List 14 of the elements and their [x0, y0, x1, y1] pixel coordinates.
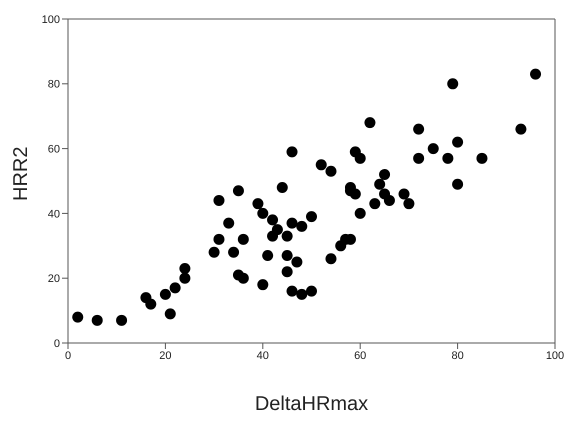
x-tick-label: 20 — [159, 350, 172, 362]
x-tick-label: 40 — [256, 350, 269, 362]
y-axis-title: HRR2 — [10, 146, 32, 201]
x-tick-label: 60 — [354, 350, 366, 362]
y-tick-label: 80 — [48, 78, 60, 91]
y-tick-label: 100 — [42, 14, 60, 26]
x-axis-title: DeltaHRmax — [254, 393, 368, 415]
y-tick-label: 60 — [48, 144, 60, 156]
y-tick-label: 40 — [48, 208, 60, 220]
x-tick-label: 100 — [546, 350, 564, 362]
x-tick-label: 80 — [451, 350, 464, 362]
y-tick-label: 20 — [48, 273, 60, 286]
x-tick-label: 0 — [64, 350, 72, 362]
y-tick-label: 0 — [54, 338, 60, 350]
